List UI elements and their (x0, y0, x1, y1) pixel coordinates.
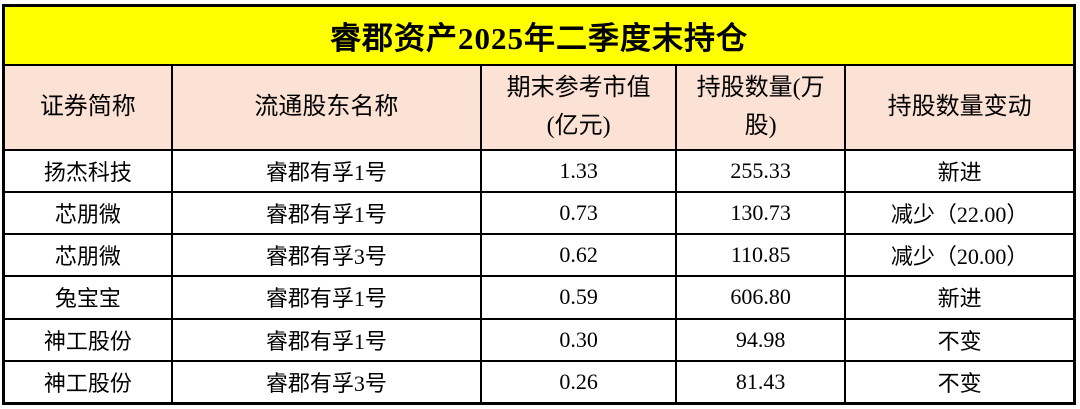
cell-share-change: 减少（22.00） (844, 190, 1077, 236)
cell-market-value: 0.59 (480, 275, 678, 320)
column-header-share-change: 持股数量变动 (844, 64, 1077, 151)
table-row: 芯朋微 睿郡有孚1号 0.73 130.73 减少（22.00） (1, 190, 1077, 236)
cell-market-value: 1.33 (480, 148, 678, 193)
cell-security-name: 扬杰科技 (1, 148, 173, 193)
cell-market-value: 0.26 (480, 359, 678, 405)
table-row: 神工股份 睿郡有孚3号 0.26 81.43 不变 (1, 359, 1077, 405)
holdings-table: 睿郡资产2025年二季度末持仓 证券简称 流通股东名称 期末参考市值 (亿元) … (1, 4, 1077, 405)
cell-security-name: 芯朋微 (1, 233, 173, 278)
table-row: 神工股份 睿郡有孚1号 0.30 94.98 不变 (1, 317, 1077, 362)
table-row: 扬杰科技 睿郡有孚1号 1.33 255.33 新进 (1, 148, 1077, 193)
title-row: 睿郡资产2025年二季度末持仓 (2, 4, 1076, 67)
cell-security-name: 神工股份 (1, 359, 173, 405)
table-title: 睿郡资产2025年二季度末持仓 (2, 4, 1076, 67)
table-row: 兔宝宝 睿郡有孚1号 0.59 606.80 新进 (1, 275, 1077, 320)
cell-shareholder-name: 睿郡有孚3号 (170, 359, 483, 405)
column-header-security-name: 证券简称 (1, 64, 173, 151)
column-header-shareholder-name: 流通股东名称 (170, 64, 483, 151)
cell-security-name: 芯朋微 (1, 190, 173, 236)
header-row: 证券简称 流通股东名称 期末参考市值 (亿元) 持股数量(万 股) 持股数量变动 (1, 64, 1077, 151)
cell-market-value: 0.30 (480, 317, 678, 362)
cell-shareholder-name: 睿郡有孚3号 (170, 233, 483, 278)
cell-market-value: 0.62 (480, 233, 678, 278)
cell-shareholder-name: 睿郡有孚1号 (170, 148, 483, 193)
cell-share-count: 606.80 (675, 275, 847, 320)
cell-security-name: 神工股份 (1, 317, 173, 362)
cell-share-count: 110.85 (675, 233, 847, 278)
cell-shareholder-name: 睿郡有孚1号 (170, 317, 483, 362)
cell-security-name: 兔宝宝 (1, 275, 173, 320)
cell-share-count: 255.33 (675, 148, 847, 193)
cell-share-change: 新进 (844, 275, 1077, 320)
cell-share-change: 新进 (844, 148, 1077, 193)
cell-shareholder-name: 睿郡有孚1号 (170, 275, 483, 320)
cell-share-change: 不变 (844, 317, 1077, 362)
column-header-market-value: 期末参考市值 (亿元) (480, 64, 678, 151)
cell-share-change: 减少（20.00） (844, 233, 1077, 278)
cell-share-count: 94.98 (675, 317, 847, 362)
cell-share-change: 不变 (844, 359, 1077, 405)
cell-shareholder-name: 睿郡有孚1号 (170, 190, 483, 236)
cell-share-count: 81.43 (675, 359, 847, 405)
table-row: 芯朋微 睿郡有孚3号 0.62 110.85 减少（20.00） (1, 233, 1077, 278)
column-header-share-count: 持股数量(万 股) (675, 64, 847, 151)
cell-market-value: 0.73 (480, 190, 678, 236)
cell-share-count: 130.73 (675, 190, 847, 236)
